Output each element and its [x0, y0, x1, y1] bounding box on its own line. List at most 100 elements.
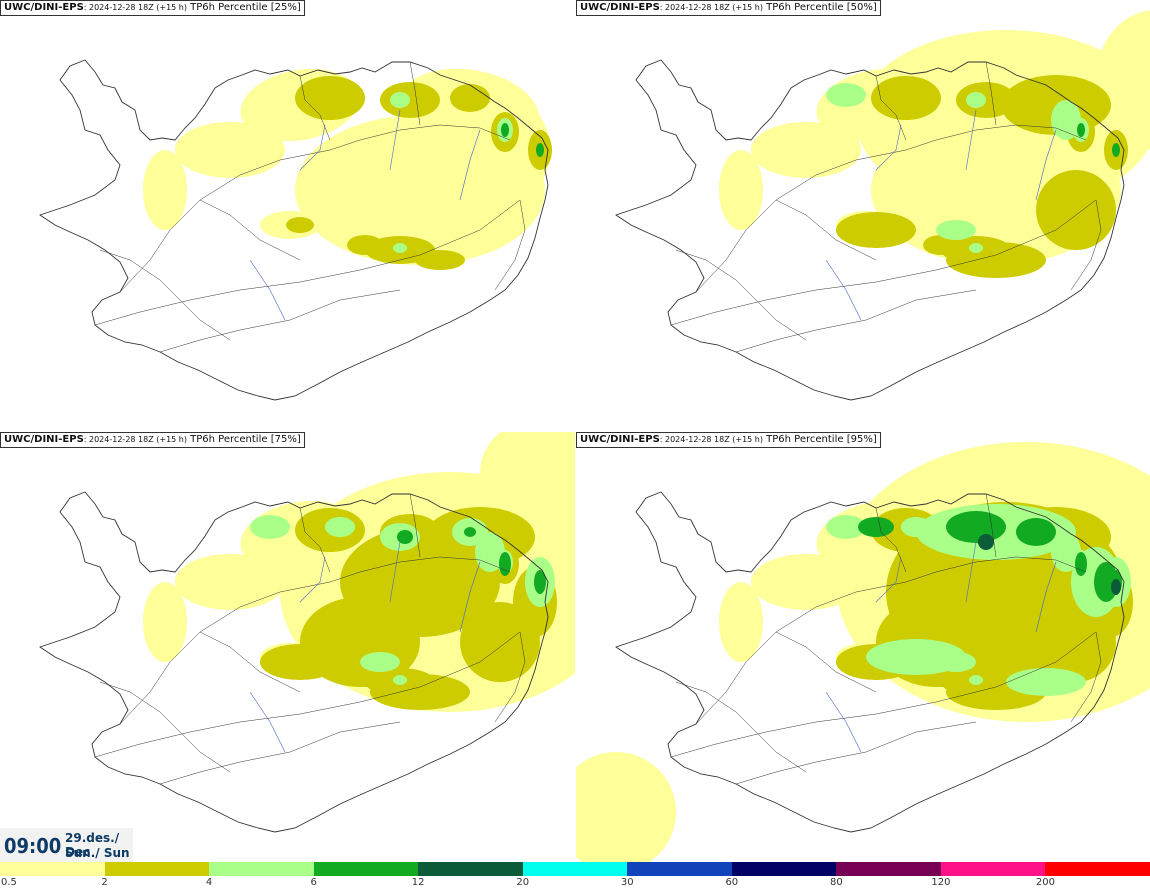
- precip-area: [295, 76, 365, 120]
- precipitation-map: [38, 432, 575, 833]
- precip-area: [175, 554, 285, 610]
- road-line: [775, 631, 877, 693]
- precip-area: [450, 84, 490, 112]
- river-line: [965, 109, 977, 171]
- precipitation-map: [38, 59, 552, 401]
- precip-area: [325, 517, 355, 537]
- coastline: [614, 491, 1125, 833]
- road-line: [905, 124, 1087, 151]
- road-line: [199, 631, 301, 693]
- precip-area: [866, 639, 966, 675]
- colorbar-segment: [104, 862, 210, 876]
- river-line: [249, 259, 286, 321]
- precip-area: [936, 220, 976, 240]
- colorbar-segment: [522, 862, 628, 876]
- road-line: [494, 199, 526, 291]
- coastline: [38, 491, 549, 833]
- precip-area: [393, 675, 407, 685]
- precip-area: [1036, 170, 1116, 250]
- road-line: [199, 199, 301, 261]
- colorbar-segment: [940, 862, 1046, 876]
- road-line: [494, 631, 526, 723]
- colorbar-label: 60: [725, 877, 739, 888]
- precip-area: [858, 517, 894, 537]
- colorbar-segment: [0, 862, 105, 876]
- road-line: [409, 493, 421, 558]
- road-line: [1070, 199, 1102, 291]
- precip-area: [415, 250, 465, 270]
- colorbar-segment: [1045, 862, 1150, 876]
- precip-area: [175, 122, 285, 178]
- coastline: [614, 59, 1125, 401]
- river-line: [299, 556, 326, 603]
- valid-date: 29.des./ Dec: [65, 831, 120, 859]
- precipitation-map: [614, 10, 1150, 401]
- precipitation-map: [576, 442, 1150, 862]
- precip-area: [1112, 143, 1120, 157]
- colorbar-label: 20: [516, 877, 530, 888]
- panel-title: UWC/DINI-EPS: 2024-12-28 18Z (+15 h) TP6…: [0, 0, 305, 16]
- road-line: [99, 249, 231, 341]
- colorbar-segment: [627, 862, 732, 876]
- road-line: [735, 721, 977, 785]
- road-line: [329, 556, 511, 583]
- river-line: [1035, 561, 1057, 633]
- precip-area: [856, 30, 1150, 210]
- valid-day: Sun./ Sun: [65, 846, 130, 860]
- precip-area: [286, 217, 314, 233]
- precip-area: [464, 527, 476, 537]
- precip-area: [390, 92, 410, 108]
- road-line: [99, 681, 231, 773]
- river-line: [249, 691, 286, 753]
- precip-area: [751, 554, 861, 610]
- precip-area: [300, 597, 420, 687]
- river-line: [389, 109, 401, 171]
- river-line: [299, 124, 326, 171]
- river-line: [875, 124, 902, 171]
- precip-area: [499, 552, 511, 576]
- precip-area: [1111, 579, 1121, 595]
- road-line: [775, 199, 877, 261]
- colorbar-label: 0.5: [1, 877, 17, 888]
- road-line: [985, 61, 997, 126]
- precip-area: [143, 150, 187, 230]
- precip-area: [719, 150, 763, 230]
- precip-area: [826, 83, 866, 107]
- precip-area: [536, 143, 544, 157]
- river-line: [965, 541, 977, 603]
- precip-area: [969, 675, 983, 685]
- colorbar-label: 30: [620, 877, 634, 888]
- river-line: [389, 541, 401, 603]
- colorbar-label: 120: [931, 877, 951, 888]
- river-line: [875, 556, 902, 603]
- precip-area: [1096, 10, 1150, 150]
- river-line: [459, 129, 481, 201]
- precip-area: [946, 511, 1006, 543]
- precip-area: [946, 242, 1046, 278]
- road-line: [905, 556, 1087, 583]
- precip-area: [966, 92, 986, 108]
- map-panel-p50: UWC/DINI-EPS: 2024-12-28 18Z (+15 h) TP6…: [576, 0, 1150, 430]
- map-panel-p75: UWC/DINI-EPS: 2024-12-28 18Z (+15 h) TP6…: [0, 432, 575, 862]
- road-line: [409, 61, 421, 126]
- road-line: [159, 721, 401, 785]
- precip-area: [1077, 123, 1085, 137]
- precip-area: [1006, 668, 1086, 696]
- road-line: [1070, 631, 1102, 723]
- river-line: [825, 259, 862, 321]
- precip-area: [143, 582, 187, 662]
- valid-time-box: 09:00 29.des./ Dec Sun./ Sun: [0, 828, 133, 862]
- road-line: [94, 631, 521, 758]
- colorbar-segment: [313, 862, 419, 876]
- precip-area: [501, 123, 509, 137]
- colorbar-label: 4: [205, 877, 213, 888]
- road-line: [299, 75, 331, 141]
- river-line: [825, 691, 862, 753]
- precip-area: [393, 243, 407, 253]
- precip-area: [969, 243, 983, 253]
- precip-area: [978, 534, 994, 550]
- colorbar-segment: [209, 862, 314, 876]
- precip-area: [576, 752, 676, 862]
- colorbar-label: 80: [829, 877, 843, 888]
- road-line: [875, 507, 907, 573]
